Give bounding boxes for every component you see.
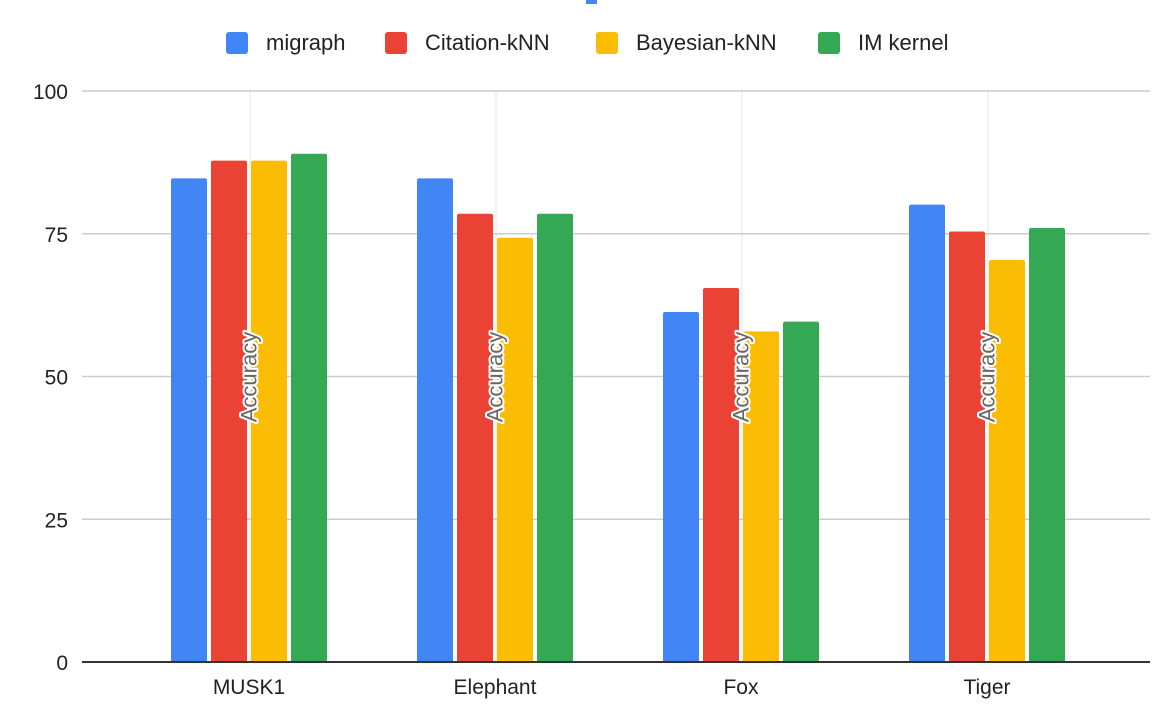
bar[interactable] <box>251 160 287 663</box>
legend-swatch <box>818 32 840 54</box>
legend-label: migraph <box>266 30 345 55</box>
y-tick-label: 0 <box>56 652 68 675</box>
legend-item[interactable]: Citation-kNN <box>385 30 550 55</box>
legend-item[interactable]: IM kernel <box>818 30 948 55</box>
bar[interactable] <box>211 160 247 663</box>
bar-annotations: Accuracy Accuracy Accuracy Accuracy <box>235 330 1002 424</box>
y-tick-label: 100 <box>33 81 68 104</box>
legend-swatch <box>385 32 407 54</box>
bars <box>171 153 1065 663</box>
bar[interactable] <box>989 260 1025 662</box>
bar[interactable] <box>171 178 207 662</box>
bar-annotation: Accuracy <box>483 332 508 422</box>
bar[interactable] <box>949 231 985 662</box>
title-marker <box>586 0 597 4</box>
legend-label: Citation-kNN <box>425 30 550 55</box>
x-axis-category-labels: MUSK1 Elephant Fox Tiger <box>213 676 1011 699</box>
y-tick-label: 75 <box>45 224 68 247</box>
bar[interactable] <box>417 178 453 662</box>
y-axis-tick-labels: 0 25 50 75 100 <box>33 81 68 675</box>
bar-annotation: Accuracy <box>237 332 262 422</box>
bar[interactable] <box>497 237 533 662</box>
bar-annotation: Accuracy <box>729 332 754 422</box>
bar[interactable] <box>1029 228 1065 663</box>
bar-annotation: Accuracy <box>975 332 1000 422</box>
y-tick-label: 50 <box>45 367 68 390</box>
bar[interactable] <box>457 213 493 662</box>
legend: migraph Citation-kNN Bayesian-kNN IM kernel <box>226 30 948 55</box>
x-category-label: Tiger <box>963 676 1010 699</box>
y-tick-label: 25 <box>45 509 68 532</box>
bar[interactable] <box>743 331 779 662</box>
x-category-label: Elephant <box>454 676 537 699</box>
bar[interactable] <box>537 213 573 662</box>
legend-item[interactable]: Bayesian-kNN <box>596 30 777 55</box>
legend-label: Bayesian-kNN <box>636 30 777 55</box>
x-category-label: Fox <box>723 676 759 699</box>
bar[interactable] <box>663 311 699 662</box>
bar[interactable] <box>703 287 739 662</box>
legend-label: IM kernel <box>858 30 948 55</box>
x-category-label: MUSK1 <box>213 676 285 699</box>
bar[interactable] <box>783 321 819 662</box>
legend-swatch <box>226 32 248 54</box>
legend-swatch <box>596 32 618 54</box>
bar[interactable] <box>909 204 945 662</box>
bar[interactable] <box>291 153 327 662</box>
legend-item[interactable]: migraph <box>226 30 345 55</box>
